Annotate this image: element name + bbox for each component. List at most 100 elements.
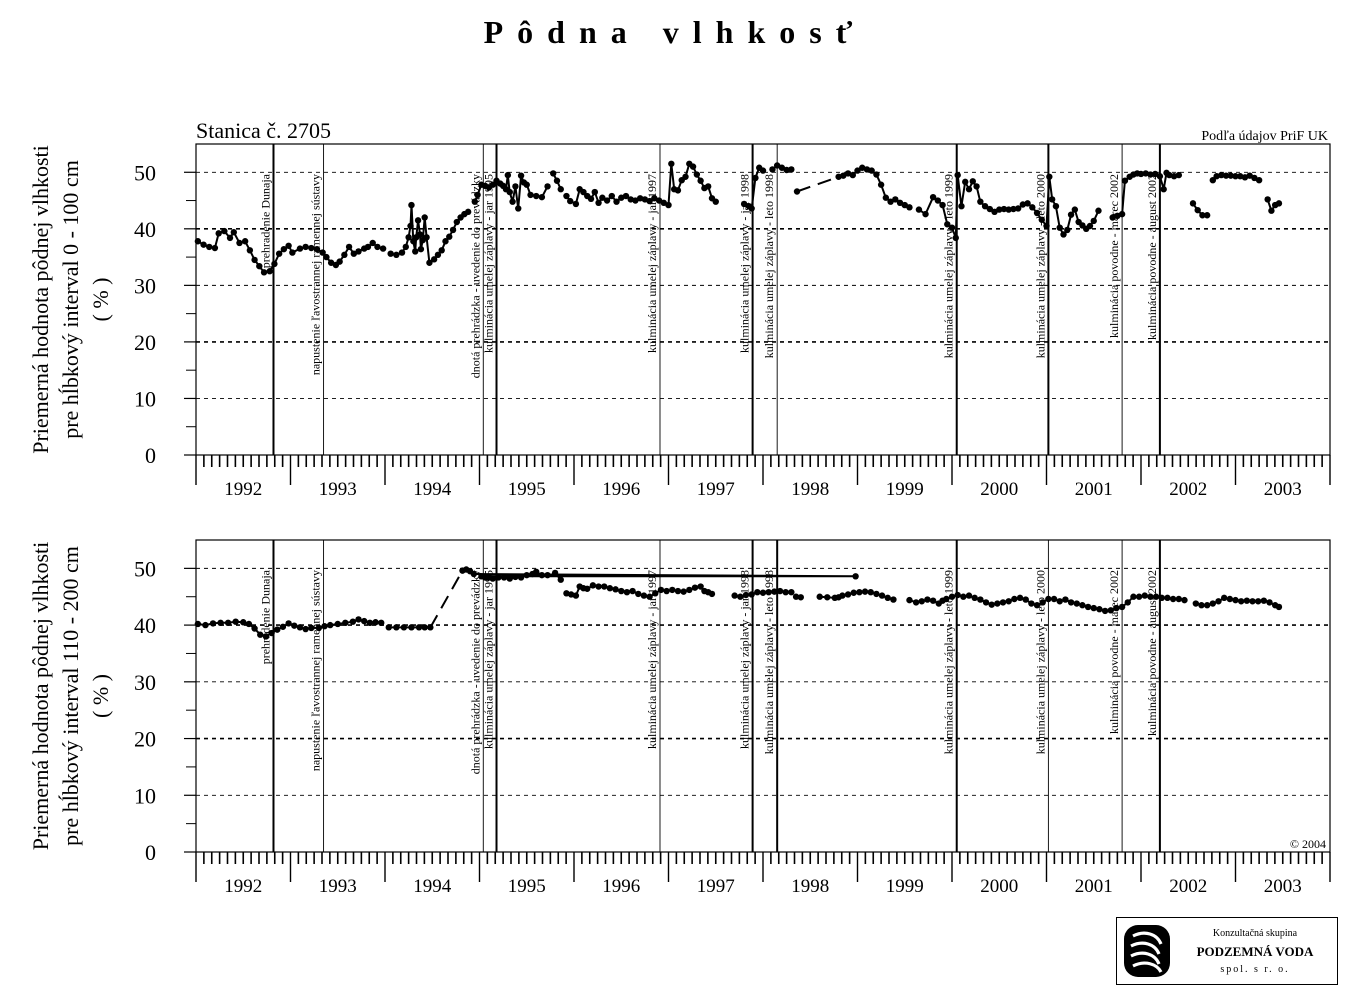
data-point — [884, 594, 891, 602]
data-point — [271, 260, 278, 268]
data-point — [1192, 600, 1200, 607]
data-point — [591, 188, 598, 196]
data-point — [369, 239, 376, 247]
data-point — [977, 596, 984, 603]
x-tick-label: 1993 — [319, 479, 357, 500]
data-point — [1016, 594, 1024, 602]
data-point — [1118, 603, 1126, 611]
data-point — [323, 253, 330, 261]
data-point — [635, 590, 642, 598]
data-point — [211, 244, 219, 252]
data-point — [977, 198, 984, 205]
y-tick-label: 30 — [134, 273, 156, 298]
x-tick-label: 2001 — [1075, 479, 1113, 500]
data-point — [1045, 595, 1052, 603]
data-point — [674, 587, 682, 595]
data-point — [194, 238, 202, 245]
y-axis-label: Priemerná hodnota pôdnej vlhkosti — [28, 145, 53, 454]
data-point — [557, 186, 564, 193]
y-tick-label: 50 — [134, 160, 156, 185]
data-point — [446, 233, 453, 240]
event-label: kulminácia umelej záplavy - leto 1998 — [762, 570, 776, 754]
data-point — [402, 243, 409, 251]
data-point — [1056, 598, 1063, 605]
event-label: kulminácia povodne - marec 2002 — [1107, 174, 1121, 338]
data-point — [393, 624, 400, 631]
data-point — [334, 620, 341, 628]
data-point — [489, 575, 496, 582]
data-point — [349, 618, 357, 625]
data-point — [1048, 196, 1056, 203]
data-point — [1222, 172, 1230, 179]
data-point — [1232, 173, 1239, 180]
data-point — [1033, 602, 1041, 609]
data-point — [1052, 203, 1060, 210]
data-point — [366, 619, 374, 627]
x-tick-label: 1996 — [602, 479, 640, 500]
data-point — [759, 167, 767, 174]
data-point — [856, 588, 863, 596]
data-point — [682, 173, 689, 180]
data-point — [302, 625, 309, 633]
data-point — [601, 583, 608, 590]
data-point — [449, 226, 457, 234]
data-point — [506, 575, 513, 582]
data-point — [1050, 595, 1058, 603]
x-tick-label: 1997 — [697, 876, 735, 897]
data-point — [1033, 209, 1041, 217]
data-point — [387, 250, 394, 257]
event-label: kulminácia povodne - august 2002 — [1145, 174, 1159, 340]
data-point — [563, 192, 570, 200]
data-point — [623, 588, 631, 596]
data-point — [1056, 224, 1063, 231]
data-point — [689, 163, 697, 170]
data-point — [686, 586, 693, 594]
x-tick-label: 1998 — [791, 876, 829, 897]
data-point — [438, 247, 445, 254]
y-axis-label: pre hĺbkový interval 110 - 200 cm — [58, 546, 83, 846]
data-point — [506, 188, 513, 196]
data-point — [1156, 173, 1164, 180]
data-point — [1147, 171, 1154, 178]
data-point — [1043, 222, 1050, 230]
data-point — [1090, 217, 1097, 225]
data-point — [405, 234, 412, 241]
logo-line-1: Konzultačná skupina — [1212, 928, 1298, 939]
data-point — [202, 621, 209, 629]
data-point — [969, 178, 976, 185]
y-tick-label: 0 — [145, 443, 156, 468]
data-point — [748, 205, 755, 212]
x-tick-label: 1994 — [413, 876, 452, 897]
data-point — [504, 171, 512, 179]
data-point — [538, 193, 546, 201]
x-tick-label: 1999 — [886, 876, 924, 897]
data-point — [669, 586, 676, 594]
data-point — [551, 569, 559, 577]
data-point — [280, 245, 288, 253]
data-point — [788, 588, 795, 596]
data-point — [1135, 593, 1143, 600]
data-point — [427, 624, 434, 631]
data-point — [882, 194, 890, 201]
data-point — [783, 166, 790, 174]
data-point — [816, 593, 823, 600]
station-label: Stanica č. 2705 — [196, 118, 331, 143]
data-point — [924, 596, 931, 603]
data-point — [1152, 593, 1160, 600]
data-point — [646, 197, 653, 205]
data-point — [965, 186, 973, 193]
y-tick-label: 10 — [134, 386, 156, 411]
data-point — [849, 171, 856, 179]
data-point — [918, 598, 925, 605]
data-point — [697, 583, 704, 590]
data-point — [470, 570, 478, 578]
data-point — [674, 187, 682, 194]
logo-line-3: spol. s r. o. — [1220, 964, 1290, 975]
data-point — [232, 618, 239, 625]
data-point — [776, 587, 784, 595]
data-point — [1194, 206, 1201, 214]
data-point — [553, 177, 561, 184]
x-tick-label: 2001 — [1075, 876, 1113, 897]
page-title: Pôdna vlhkosť — [483, 14, 867, 50]
data-point — [873, 590, 880, 598]
